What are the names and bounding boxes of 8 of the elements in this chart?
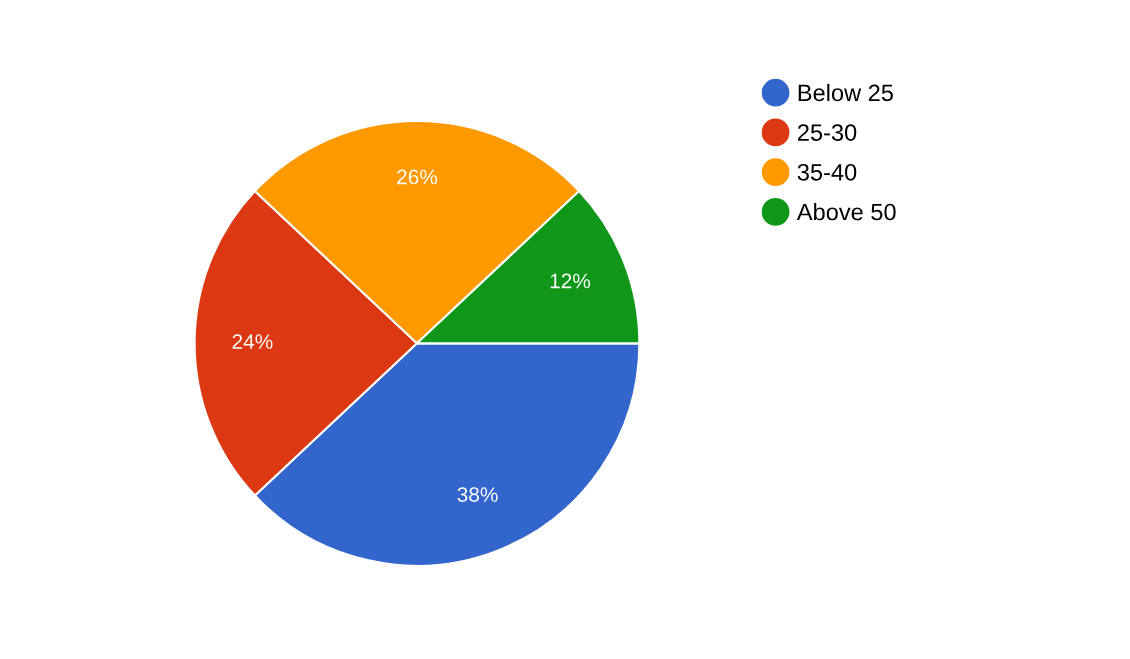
legend-label: 25-30 <box>798 124 857 141</box>
legend-label: Above 50 <box>796 203 896 221</box>
data-label: 26% <box>397 169 438 185</box>
legend-label: Below 25 <box>798 83 893 102</box>
data-label: 38% <box>457 487 498 502</box>
legend-label: 35-40 <box>797 163 857 181</box>
data-label: 12% <box>550 273 591 289</box>
data-label: 24% <box>232 334 273 349</box>
